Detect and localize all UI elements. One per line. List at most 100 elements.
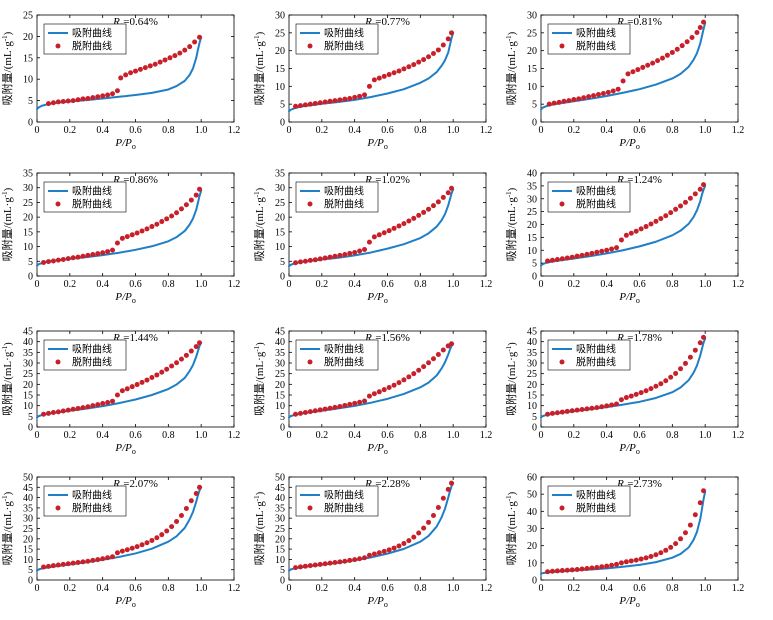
- y-axis-label-sup: -1: [1, 495, 9, 501]
- desorption-point: [80, 405, 86, 411]
- desorption-point: [421, 57, 427, 63]
- desorption-point: [584, 406, 590, 412]
- desorption-point: [376, 232, 382, 238]
- desorption-point: [599, 248, 605, 254]
- x-axis-label-main: P/P: [618, 137, 636, 149]
- y-tick-label: 25: [23, 369, 33, 380]
- desorption-point: [381, 548, 387, 554]
- y-axis-label: 吸附量/(mL·g-1): [252, 491, 266, 565]
- desorption-point: [576, 96, 582, 102]
- x-tick-label: 0.8: [666, 125, 679, 136]
- desorption-point: [347, 557, 353, 563]
- desorption-point: [668, 544, 674, 550]
- y-tick-label: 5: [280, 100, 285, 111]
- y-tick-label: 35: [23, 503, 33, 514]
- y-tick-label: 15: [275, 64, 285, 75]
- desorption-point: [549, 257, 555, 263]
- desorption-point: [193, 490, 199, 496]
- subplot-1: 0 0.2 0.4 0.6 0.8 1.0 1.2 0 5 10 15 20 25 P/Po 吸附量/(mL…: [0, 11, 240, 152]
- desorption-point: [144, 377, 150, 383]
- x-tick-label: 0.8: [414, 583, 427, 594]
- desorption-point: [144, 540, 150, 546]
- y-tick-label: 25: [275, 198, 285, 209]
- y-tick-label: 20: [23, 380, 33, 391]
- desorption-point: [406, 538, 412, 544]
- desorption-point: [545, 258, 551, 264]
- x-tick-label: 0.2: [64, 279, 77, 290]
- desorption-point: [159, 369, 165, 375]
- desorption-point: [687, 522, 693, 528]
- y-axis-label-main: 吸附量/(mL·g: [0, 41, 14, 106]
- desorption-point: [658, 550, 664, 556]
- desorption-point: [362, 247, 368, 253]
- desorption-point: [569, 408, 575, 414]
- title-prefix: R: [112, 16, 120, 28]
- y-axis-label-sup: -1: [253, 191, 261, 197]
- desorption-point: [105, 92, 111, 98]
- desorption-point: [401, 221, 407, 227]
- legend-marker-swatch: [307, 43, 313, 49]
- desorption-point: [85, 404, 91, 410]
- desorption-point: [697, 340, 703, 346]
- desorption-point: [376, 75, 382, 81]
- desorption-point: [178, 513, 184, 519]
- desorption-point: [618, 560, 624, 566]
- desorption-point: [430, 51, 436, 57]
- desorption-point: [614, 245, 620, 251]
- desorption-point: [124, 234, 130, 240]
- desorption-point: [411, 534, 417, 540]
- desorption-point: [668, 210, 674, 216]
- x-tick-label: 0.8: [414, 430, 427, 441]
- x-axis-label-sub: o: [132, 447, 136, 456]
- x-tick-label: 0.6: [129, 583, 142, 594]
- x-tick-label: 0.6: [381, 430, 394, 441]
- desorption-point: [128, 70, 134, 76]
- desorption-point: [139, 228, 145, 234]
- adsorption-curve: [540, 21, 707, 111]
- legend-box: [43, 23, 127, 55]
- desorption-point: [559, 568, 565, 574]
- desorption-point: [430, 356, 436, 362]
- y-tick-label: 30: [527, 11, 537, 22]
- x-tick-label: 0.8: [414, 125, 427, 136]
- desorption-point: [623, 232, 629, 238]
- desorption-point: [586, 94, 592, 100]
- desorption-point: [172, 53, 178, 59]
- desorption-point: [682, 199, 688, 205]
- y-tick-label: 25: [275, 28, 285, 39]
- title-value: =2.73%: [627, 478, 662, 490]
- y-tick-label: 0: [28, 118, 33, 129]
- y-tick-label: 10: [527, 558, 537, 569]
- desorption-point: [600, 90, 606, 96]
- y-axis-label-end: ): [2, 491, 14, 495]
- y-tick-label: 30: [275, 11, 285, 22]
- desorption-point: [152, 61, 158, 67]
- legend-box: [295, 181, 379, 213]
- y-tick-label: 20: [527, 46, 537, 57]
- y-axis-label-end: ): [2, 187, 14, 191]
- x-tick-label: 0.4: [600, 279, 613, 290]
- y-tick-label: 15: [23, 227, 33, 238]
- y-axis-label: 吸附量/(mL·g-1): [504, 342, 518, 416]
- y-tick-label: 35: [527, 348, 537, 359]
- desorption-point: [50, 258, 56, 264]
- desorption-point: [169, 524, 175, 530]
- y-axis-label-sup: -1: [253, 35, 261, 41]
- desorption-point: [347, 95, 353, 101]
- y-tick-label: 10: [527, 401, 537, 412]
- title-value: =1.56%: [375, 332, 410, 344]
- desorption-point: [633, 391, 639, 397]
- desorption-point: [594, 564, 600, 570]
- y-tick-label: 0: [280, 423, 285, 434]
- y-tick-label: 50: [275, 473, 285, 484]
- desorption-point: [164, 528, 170, 534]
- desorption-point: [337, 404, 343, 410]
- desorption-point: [129, 384, 135, 390]
- desorption-point: [623, 559, 629, 565]
- legend-label-adsorption: 吸附曲线: [324, 343, 364, 356]
- x-tick-label: 1.0: [195, 125, 208, 136]
- x-tick-label: 0.6: [633, 430, 646, 441]
- legend-box: [295, 485, 379, 517]
- legend-box: [43, 485, 127, 517]
